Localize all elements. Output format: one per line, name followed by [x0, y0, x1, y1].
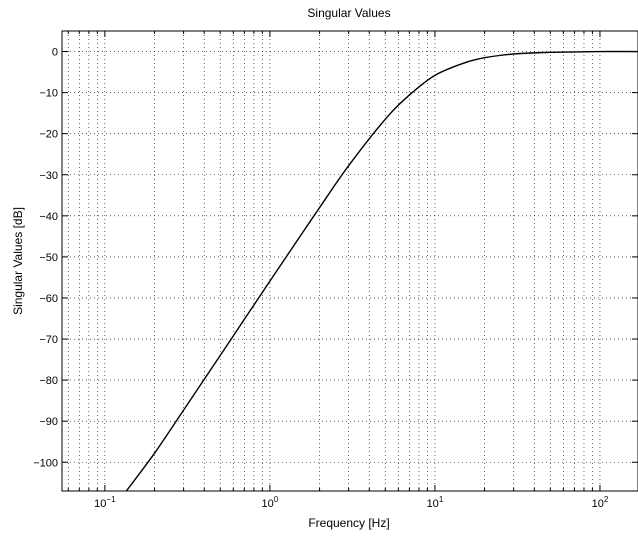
series-group: [125, 50, 638, 492]
x-tick-base: 10: [94, 498, 106, 510]
axis-ticks: [62, 31, 638, 491]
x-tick-base: 10: [427, 498, 439, 510]
y-tick-label: −10: [39, 88, 58, 100]
x-tick-label: 10−1: [94, 495, 116, 510]
x-tick-exponent: −1: [106, 495, 116, 504]
x-tick-base: 10: [262, 498, 274, 510]
x-tick-labels: 10−1 100 101 102: [94, 495, 609, 510]
x-axis-label: Frequency [Hz]: [308, 516, 389, 530]
y-tick-label: −70: [39, 334, 58, 346]
y-tick-label: −50: [39, 252, 58, 264]
y-tick-label: −40: [39, 211, 58, 223]
x-tick-label: 101: [427, 495, 444, 510]
x-tick-exponent: 1: [439, 495, 444, 504]
x-tick-exponent: 0: [274, 495, 279, 504]
y-axis-label: Singular Values [dB]: [11, 207, 25, 315]
y-tick-label: −20: [39, 129, 58, 141]
chart-title: Singular Values: [307, 6, 390, 20]
y-tick-label: −60: [39, 293, 58, 305]
y-tick-label: 0: [52, 47, 58, 59]
y-tick-label: −80: [39, 375, 58, 387]
grid-lines: [62, 31, 638, 491]
x-tick-label: 100: [262, 495, 279, 510]
y-tick-label: −30: [39, 170, 58, 182]
x-tick-base: 10: [592, 498, 604, 510]
plot-area: [61, 30, 638, 492]
x-tick-exponent: 2: [604, 495, 609, 504]
series-line: [125, 50, 638, 492]
x-tick-label: 102: [592, 495, 609, 510]
y-tick-label: −100: [33, 457, 58, 469]
y-tick-label: −90: [39, 416, 58, 428]
y-tick-labels: 0 −10 −20 −30 −40 −50 −60 −70 −80 −90 −100: [33, 47, 58, 470]
